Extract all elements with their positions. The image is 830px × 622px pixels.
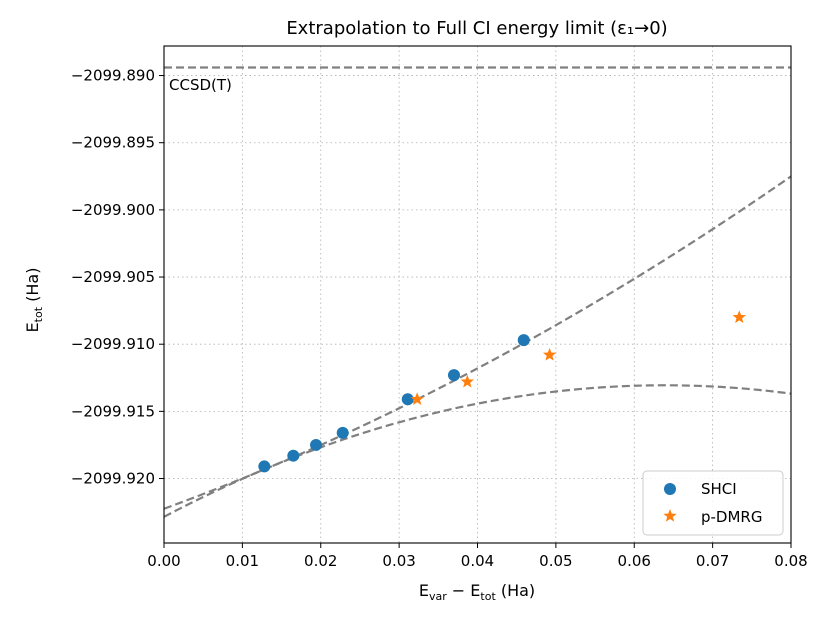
- legend-symbol-p-dmrg: [663, 509, 677, 522]
- point-p-dmrg: [460, 374, 474, 388]
- x-label-sub2: tot: [480, 590, 496, 603]
- legend-box: [642, 470, 784, 536]
- point-shci: [336, 426, 349, 439]
- chart-title: Extrapolation to Full CI energy limit (ε…: [286, 18, 667, 39]
- y-tick-label: −2099.890: [71, 67, 155, 85]
- point-shci: [287, 449, 300, 462]
- y-tick-label: −2099.905: [71, 268, 155, 286]
- y-tick-label: −2099.920: [71, 470, 155, 488]
- x-tick-label: 0.01: [226, 552, 259, 570]
- point-shci: [310, 438, 323, 451]
- x-label-main: E: [419, 581, 429, 600]
- axis-ticks: 0.00 0.01 0.02 0.03 0.04 0.05 0.06 0.07 0.08 −209…: [71, 67, 808, 570]
- x-tick-label: 0.04: [461, 552, 494, 570]
- legend-symbol-shci: [664, 483, 676, 495]
- point-shci: [447, 369, 460, 382]
- point-shci: [517, 334, 530, 347]
- legend-label-p-dmrg: p-DMRG: [701, 508, 762, 526]
- data-markers: [258, 310, 746, 473]
- x-axis-label: Evar − Etot (Ha): [419, 581, 535, 603]
- legend-marker-p-dmrg: [663, 509, 677, 522]
- x-tick-label: 0.06: [618, 552, 651, 570]
- x-tick-label: 0.07: [696, 552, 729, 570]
- y-tick-label: −2099.910: [71, 335, 155, 353]
- y-tick-label: −2099.900: [71, 201, 155, 219]
- x-tick-label: 0.03: [382, 552, 415, 570]
- x-tick-label: 0.05: [539, 552, 572, 570]
- x-label-mid: − E: [447, 581, 481, 600]
- point-p-dmrg: [410, 392, 424, 405]
- x-tick-label: 0.00: [147, 552, 180, 570]
- y-axis-label: Etot (Ha): [23, 268, 45, 333]
- x-tick-label: 0.08: [774, 552, 807, 570]
- point-p-dmrg: [732, 310, 746, 323]
- point-shci: [258, 460, 271, 473]
- legend-label-shci: SHCI: [701, 480, 737, 498]
- x-label-sub1: var: [429, 590, 447, 603]
- y-label-tail: (Ha): [23, 268, 42, 307]
- x-tick-label: 0.02: [304, 552, 337, 570]
- point-shci: [401, 393, 414, 406]
- y-label-sub: tot: [32, 306, 45, 322]
- y-tick-label: −2099.895: [71, 134, 155, 152]
- x-label-tail: (Ha): [496, 581, 535, 600]
- y-tick-label: −2099.915: [71, 402, 155, 420]
- grid-layer: [163, 46, 792, 543]
- point-p-dmrg: [542, 347, 557, 361]
- legend: SHCI p-DMRG: [642, 470, 784, 536]
- ccsdt-label: CCSD(T): [169, 76, 232, 94]
- legend-marker-shci: [664, 483, 676, 495]
- y-label-main: E: [23, 322, 42, 332]
